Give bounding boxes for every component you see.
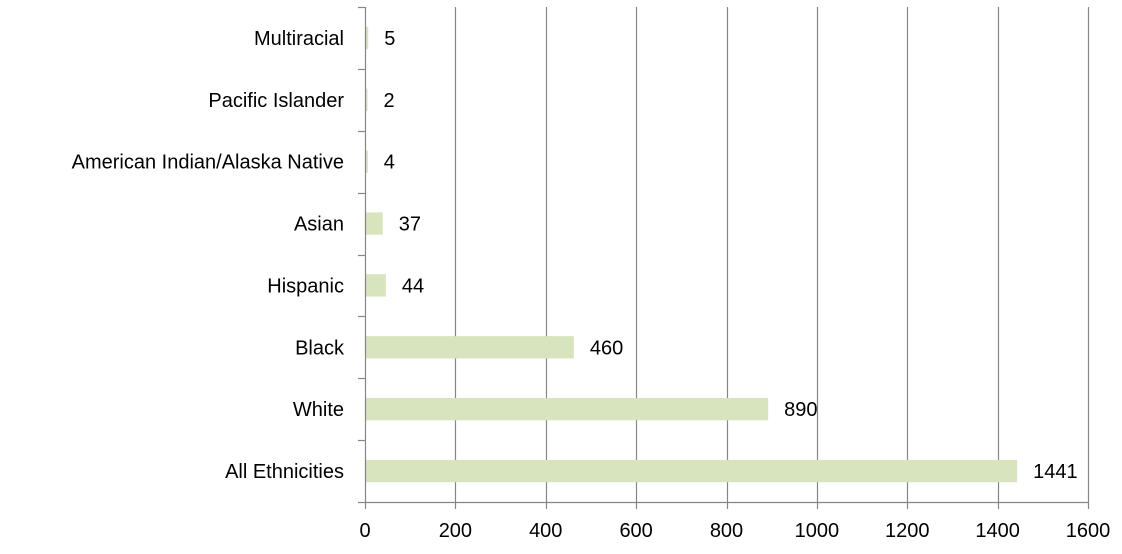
x-tick-label: 1600: [1066, 520, 1111, 542]
bar-asian: [366, 212, 383, 235]
x-tick-label: 200: [439, 520, 472, 542]
category-label: Pacific Islander: [208, 90, 344, 112]
category-label: All Ethnicities: [225, 461, 344, 483]
x-tick-label: 600: [619, 520, 652, 542]
bar-hispanic: [366, 274, 386, 297]
bar-american-indian-alaska-native: [366, 150, 368, 173]
category-label: Multiracial: [254, 28, 344, 50]
data-label: 5: [384, 28, 395, 50]
x-tick-label: 1000: [795, 520, 840, 542]
category-label: Hispanic: [267, 275, 344, 297]
x-tick-label: 1400: [975, 520, 1020, 542]
data-label: 2: [384, 90, 395, 112]
axis-layer: [358, 6, 1090, 509]
data-label: 460: [590, 337, 623, 359]
category-label: White: [293, 399, 344, 421]
bar-layer: [366, 26, 1018, 483]
data-label: 890: [784, 399, 817, 421]
data-label: 44: [402, 275, 424, 297]
data-label: 1441: [1033, 461, 1078, 483]
bar-black: [366, 336, 574, 359]
x-tick-label: 1200: [885, 520, 930, 542]
bar-multiracial: [366, 26, 369, 50]
category-label: Asian: [294, 214, 344, 236]
data-label: 4: [384, 152, 395, 174]
x-tick-label: 800: [710, 520, 743, 542]
grid-layer: [454, 7, 1090, 502]
bar-all-ethnicities: [366, 459, 1018, 483]
x-tick-label: 400: [529, 520, 562, 542]
x-tick-label: 0: [359, 520, 370, 542]
bar-pacific-islander: [366, 88, 368, 111]
bar-white: [366, 398, 769, 421]
category-label: American Indian/Alaska Native: [72, 152, 344, 174]
label-layer: 0 200 400 600 800 1000 1200 1400 1600 Multiracial…: [72, 28, 1111, 542]
category-label: Black: [295, 337, 345, 359]
data-label: 37: [399, 214, 421, 236]
